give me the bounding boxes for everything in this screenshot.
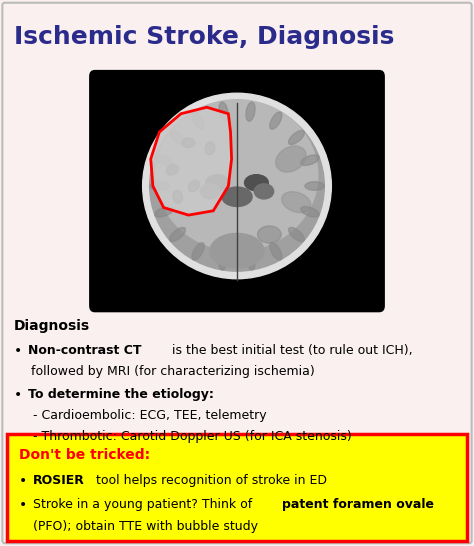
- Text: •: •: [19, 474, 32, 488]
- Ellipse shape: [155, 206, 173, 217]
- Ellipse shape: [201, 184, 220, 199]
- Ellipse shape: [205, 142, 215, 155]
- FancyBboxPatch shape: [7, 434, 467, 541]
- Ellipse shape: [192, 242, 204, 260]
- Ellipse shape: [170, 130, 185, 145]
- Text: patent foramen ovale: patent foramen ovale: [282, 498, 434, 512]
- Ellipse shape: [170, 228, 185, 241]
- FancyBboxPatch shape: [2, 3, 472, 543]
- Text: •: •: [14, 344, 27, 358]
- Text: Diagnosis: Diagnosis: [14, 319, 91, 334]
- Ellipse shape: [289, 228, 304, 241]
- Text: - Cardioembolic: ECG, TEE, telemetry: - Cardioembolic: ECG, TEE, telemetry: [33, 409, 267, 422]
- Ellipse shape: [156, 100, 318, 251]
- Text: tool helps recognition of stroke in ED: tool helps recognition of stroke in ED: [92, 474, 328, 487]
- Ellipse shape: [206, 175, 229, 191]
- Ellipse shape: [188, 180, 200, 192]
- Ellipse shape: [150, 182, 169, 191]
- Text: Stroke in a young patient? Think of: Stroke in a young patient? Think of: [33, 498, 256, 512]
- Ellipse shape: [150, 101, 324, 271]
- Ellipse shape: [166, 165, 179, 175]
- Text: Don't be tricked:: Don't be tricked:: [19, 448, 150, 462]
- Ellipse shape: [246, 251, 255, 270]
- Text: ROSIER: ROSIER: [33, 474, 85, 487]
- Ellipse shape: [270, 242, 282, 260]
- Text: •: •: [19, 498, 32, 513]
- Polygon shape: [151, 107, 232, 215]
- Ellipse shape: [301, 155, 319, 165]
- Ellipse shape: [257, 226, 281, 243]
- Ellipse shape: [305, 182, 324, 191]
- Ellipse shape: [210, 234, 264, 268]
- Ellipse shape: [182, 138, 195, 148]
- Text: Non-contrast CT: Non-contrast CT: [28, 344, 142, 357]
- Ellipse shape: [155, 155, 173, 165]
- Text: followed by MRI (for characterizing ischemia): followed by MRI (for characterizing isch…: [31, 365, 315, 378]
- Text: is the best initial test (to rule out ICH),: is the best initial test (to rule out IC…: [168, 344, 413, 357]
- Text: •: •: [14, 388, 27, 402]
- Ellipse shape: [254, 184, 273, 199]
- Ellipse shape: [219, 251, 228, 270]
- FancyBboxPatch shape: [89, 70, 385, 312]
- Ellipse shape: [270, 112, 282, 129]
- Ellipse shape: [222, 187, 252, 206]
- Ellipse shape: [173, 191, 182, 203]
- Ellipse shape: [245, 175, 268, 191]
- Text: (PFO); obtain TTE with bubble study: (PFO); obtain TTE with bubble study: [33, 520, 258, 533]
- Ellipse shape: [143, 93, 331, 278]
- Ellipse shape: [219, 102, 228, 121]
- Text: To determine the etiology:: To determine the etiology:: [28, 388, 214, 401]
- Ellipse shape: [276, 146, 306, 172]
- Ellipse shape: [246, 102, 255, 121]
- Text: Ischemic Stroke, Diagnosis: Ischemic Stroke, Diagnosis: [14, 25, 394, 49]
- Ellipse shape: [289, 130, 304, 145]
- Text: - Thrombotic: Carotid Doppler US (for ICA stenosis): - Thrombotic: Carotid Doppler US (for IC…: [33, 430, 352, 443]
- Ellipse shape: [282, 192, 311, 212]
- Ellipse shape: [192, 112, 204, 129]
- Ellipse shape: [301, 206, 319, 217]
